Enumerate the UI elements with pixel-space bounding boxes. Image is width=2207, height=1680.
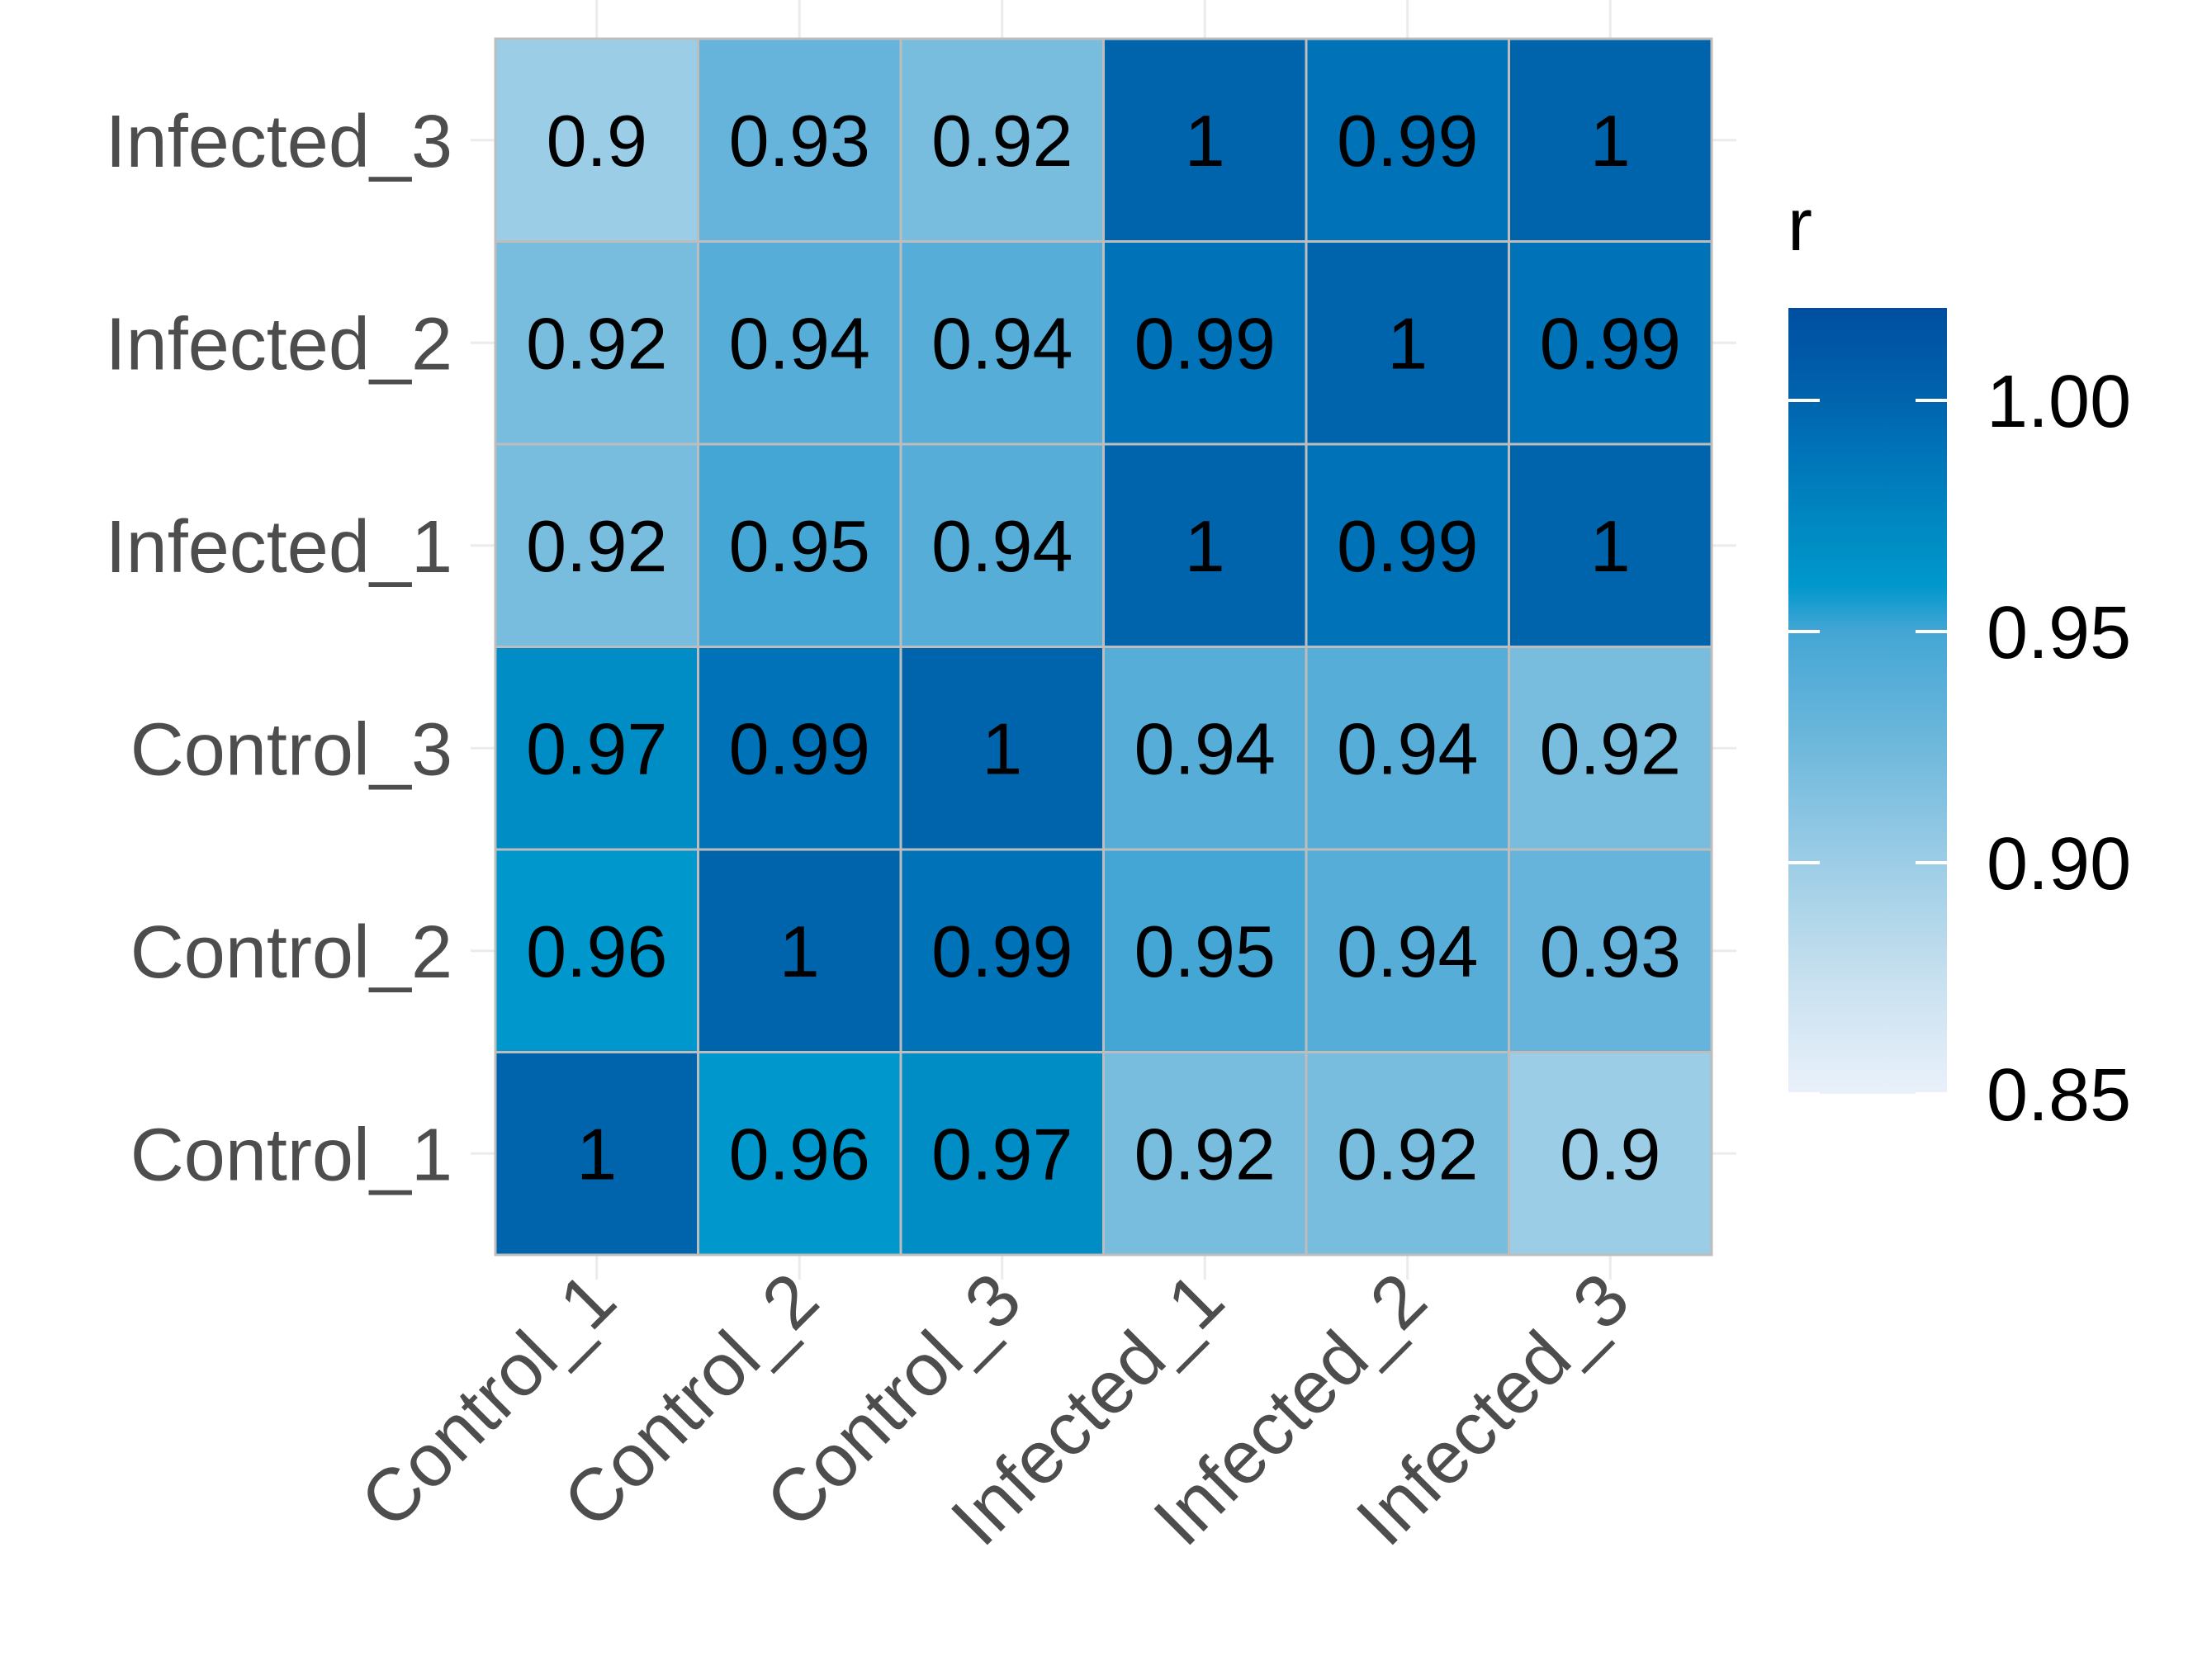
cell-value-label: 0.99 xyxy=(1134,302,1276,384)
cell-value-label: 0.92 xyxy=(1134,1113,1276,1195)
cell-value-label: 0.95 xyxy=(1134,911,1276,992)
legend-tick-label: 1.00 xyxy=(1987,361,2131,443)
x-axis: Control_1Control_2Control_3Infected_1Inf… xyxy=(345,1257,1645,1561)
cell-value-label: 1 xyxy=(982,707,1022,789)
heatmap-cell xyxy=(494,646,699,851)
y-axis: Control_1 Control_2 Control_3 Infected_1 Inf… xyxy=(106,101,452,1197)
cell-value-label: 0.94 xyxy=(1134,707,1276,789)
heatmap-cell xyxy=(697,240,902,446)
cell-value-label: 0.99 xyxy=(1337,100,1478,182)
heatmap-cell xyxy=(1305,848,1510,1053)
cell-value-label: 0.92 xyxy=(526,302,667,384)
y-tick-label: Control_2 xyxy=(130,911,452,994)
cell-value-label: 0.99 xyxy=(1337,505,1478,587)
y-tick-label: Infected_3 xyxy=(106,101,452,183)
heatmap-cell xyxy=(1305,442,1510,648)
y-tick-label: Infected_1 xyxy=(106,506,452,589)
legend-colorbar xyxy=(1788,308,1947,1094)
heatmap-cell xyxy=(1508,37,1713,243)
cell-value-label: 0.9 xyxy=(1560,1113,1660,1195)
cell-value-label: 0.99 xyxy=(1540,302,1681,384)
cell-value-label: 0.94 xyxy=(1337,911,1478,992)
heatmap-cell-labels: 1 0.96 0.97 0.92 0.92 0.9 0.96 1 0.99 0.95 0.94 0.9… xyxy=(526,100,1681,1195)
heatmap-cell xyxy=(1102,848,1308,1053)
cell-value-label: 0.94 xyxy=(931,505,1073,587)
cell-value-label: 0.92 xyxy=(1337,1113,1478,1195)
y-tick-label: Control_3 xyxy=(130,708,452,791)
cell-value-label: 1 xyxy=(576,1113,617,1195)
legend-tick-label: 0.95 xyxy=(1987,592,2131,674)
cell-value-label: 1 xyxy=(1387,302,1428,384)
heatmap-cell xyxy=(494,37,699,243)
heatmap-cell xyxy=(899,646,1105,851)
cell-value-label: 0.99 xyxy=(729,707,870,789)
cell-value-label: 1 xyxy=(1590,100,1631,182)
heatmap-cell xyxy=(697,37,902,243)
cell-value-label: 0.96 xyxy=(729,1113,870,1195)
legend-ticks: 1.00 0.95 0.90 0.85 xyxy=(1788,361,2131,1137)
legend-tick-label: 0.85 xyxy=(1987,1054,2131,1137)
heatmap-cell xyxy=(494,1051,699,1256)
heatmap-cell xyxy=(1102,646,1308,851)
legend-tick-label: 0.90 xyxy=(1987,823,2131,906)
y-tick-label: Control_1 xyxy=(130,1114,452,1196)
heatmap-cell xyxy=(1508,1051,1713,1256)
cell-value-label: 0.93 xyxy=(729,100,870,182)
cell-value-label: 0.97 xyxy=(526,707,667,789)
heatmap-cell xyxy=(1508,646,1713,851)
color-legend: r 1.00 0.95 0.90 0.85 xyxy=(1788,184,2131,1137)
heatmap-cell xyxy=(1305,1051,1510,1256)
cell-value-label: 0.9 xyxy=(547,100,647,182)
heatmap-cell xyxy=(1508,240,1713,446)
heatmap-cell xyxy=(1508,442,1713,648)
cell-value-label: 0.92 xyxy=(931,100,1073,182)
heatmap-cell xyxy=(1305,240,1510,446)
cell-value-label: 1 xyxy=(1185,100,1225,182)
heatmap-cell xyxy=(1102,442,1308,648)
heatmap-cell xyxy=(1305,37,1510,243)
heatmap-cell xyxy=(1508,848,1713,1053)
heatmap-cell xyxy=(899,37,1105,243)
cell-value-label: 0.94 xyxy=(729,302,870,384)
y-tick-label: Infected_2 xyxy=(106,303,452,386)
heatmap-cell xyxy=(697,646,902,851)
cell-value-label: 0.97 xyxy=(931,1113,1073,1195)
heatmap-cell xyxy=(899,442,1105,648)
cell-value-label: 1 xyxy=(779,911,820,992)
heatmap-cell xyxy=(1305,646,1510,851)
cell-value-label: 0.94 xyxy=(931,302,1073,384)
heatmap-cells xyxy=(494,37,1713,1256)
cell-value-label: 0.96 xyxy=(526,911,667,992)
heatmap-cell xyxy=(697,442,902,648)
cell-value-label: 0.94 xyxy=(1337,707,1478,789)
cell-value-label: 0.92 xyxy=(1540,707,1681,789)
cell-value-label: 1 xyxy=(1590,505,1631,587)
cell-value-label: 0.99 xyxy=(931,911,1073,992)
heatmap-cell xyxy=(899,240,1105,446)
heatmap-cell xyxy=(494,848,699,1053)
legend-title: r xyxy=(1788,184,1812,267)
cell-value-label: 0.95 xyxy=(729,505,870,587)
cell-value-label: 0.92 xyxy=(526,505,667,587)
cell-value-label: 0.93 xyxy=(1540,911,1681,992)
cell-value-label: 1 xyxy=(1185,505,1225,587)
